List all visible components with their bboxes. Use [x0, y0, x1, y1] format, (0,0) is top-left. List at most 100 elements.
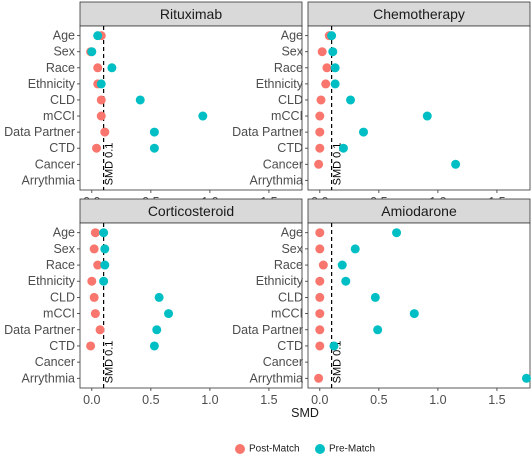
y-tick-label-arrythmia: Arrythmia: [250, 371, 304, 385]
y-tick-label-cancer: Cancer: [35, 355, 75, 369]
point-pre-match-race: [330, 63, 340, 73]
x-tick-label: 0.0: [311, 393, 328, 407]
y-tick-label-cancer: Cancer: [35, 157, 75, 171]
point-post-match-race: [93, 63, 103, 73]
y-tick-label-mcci: mCCI: [271, 307, 303, 321]
panel-corticosteroid: Corticosteroid Age Sex Race Ethnicity CLD mCCI…: [4, 198, 303, 407]
point-post-match-age: [90, 228, 100, 238]
panel-strip: [307, 198, 531, 224]
panel-strip: [79, 198, 303, 224]
point-post-match-data-partner: [315, 127, 325, 137]
y-tick-label-sex: Sex: [53, 242, 75, 256]
y-tick-label-mcci: mCCI: [271, 109, 303, 123]
point-post-match-data-partner: [95, 325, 105, 335]
reference-line-label: SMD 0.1: [332, 143, 344, 186]
legend-item-post-match: Post-Match: [235, 444, 300, 455]
y-tick-label-arrythmia: Arrythmia: [22, 173, 76, 187]
point-pre-match-mcci: [409, 309, 419, 319]
panel-title: Rituximab: [160, 6, 222, 22]
panel-strip: [307, 1, 531, 27]
panel-frame: [79, 222, 303, 389]
point-pre-match-cld: [135, 95, 145, 105]
point-pre-match-age: [392, 228, 402, 238]
y-tick-label-race: Race: [46, 258, 75, 272]
series-post-match: [86, 228, 105, 351]
y-tick-label-mcci: mCCI: [43, 307, 75, 321]
y-tick-label-ctd: CTD: [49, 339, 75, 353]
y-tick-label-sex: Sex: [281, 45, 303, 59]
point-post-match-mcci: [90, 309, 100, 319]
y-tick-label-ethnicity: Ethnicity: [28, 274, 76, 288]
y-tick-label-age: Age: [53, 29, 75, 43]
reference-line-label: SMD 0.1: [104, 341, 116, 384]
legend-label: Post-Match: [249, 444, 300, 455]
y-tick-label-age: Age: [53, 226, 75, 240]
panel-frame: [79, 25, 303, 191]
legend-item-pre-match: Pre-Match: [315, 444, 375, 455]
point-pre-match-ethnicity: [96, 79, 106, 89]
point-post-match-sex: [315, 244, 325, 254]
point-pre-match-cld: [370, 292, 380, 302]
x-axis-title: SMD: [291, 406, 319, 420]
point-pre-match-age: [93, 31, 103, 41]
series-post-match: [314, 228, 328, 383]
y-tick-label-data-partner: Data Partner: [232, 125, 303, 139]
point-post-match-mcci: [315, 111, 325, 121]
point-pre-match-cancer: [451, 159, 461, 169]
series-pre-match: [329, 228, 531, 383]
point-post-match-age: [315, 228, 325, 238]
panel-title: Corticosteroid: [148, 203, 234, 219]
y-tick-label-cld: CLD: [50, 290, 75, 304]
y-tick-label-ethnicity: Ethnicity: [256, 77, 304, 91]
reference-line-label: SMD 0.1: [332, 341, 344, 384]
x-tick-label: 0.5: [142, 393, 159, 407]
y-tick-label-cld: CLD: [50, 93, 75, 107]
panel-frame: [307, 25, 531, 191]
point-post-match-mcci: [96, 111, 106, 121]
x-tick-label: 1.0: [201, 393, 218, 407]
point-pre-match-ctd: [338, 143, 348, 153]
point-pre-match-race: [337, 260, 347, 270]
series-pre-match: [327, 31, 461, 169]
point-post-match-race: [322, 63, 332, 73]
y-tick-label-sex: Sex: [53, 45, 75, 59]
y-tick-label-cancer: Cancer: [263, 157, 303, 171]
y-tick-label-arrythmia: Arrythmia: [250, 173, 304, 187]
x-tick-label: 1.0: [429, 393, 446, 407]
point-post-match-cld: [89, 292, 99, 302]
point-pre-match-sex: [87, 47, 97, 57]
x-tick-label: 0.0: [83, 393, 100, 407]
legend-key: [235, 444, 245, 454]
point-pre-match-data-partner: [152, 325, 162, 335]
point-post-match-sex: [89, 244, 99, 254]
reference-line-label: SMD 0.1: [104, 143, 116, 186]
point-post-match-ctd: [315, 341, 325, 351]
point-pre-match-ethnicity: [99, 276, 109, 286]
point-post-match-race: [93, 260, 103, 270]
y-tick-label-ctd: CTD: [277, 339, 303, 353]
point-post-match-ethnicity: [321, 79, 331, 89]
point-pre-match-mcci: [164, 309, 174, 319]
point-pre-match-ethnicity: [341, 276, 351, 286]
point-post-match-cld: [316, 95, 326, 105]
y-tick-label-ethnicity: Ethnicity: [256, 274, 304, 288]
point-post-match-ctd: [92, 143, 102, 153]
y-tick-label-age: Age: [281, 226, 303, 240]
point-pre-match-sex: [328, 47, 338, 57]
panel-rituximab: Rituximab Age Sex Race Ethnicity CLD mCCI Data …: [4, 1, 303, 209]
y-tick-label-arrythmia: Arrythmia: [22, 371, 76, 385]
y-tick-label-cancer: Cancer: [263, 355, 303, 369]
legend-key: [315, 444, 325, 454]
point-pre-match-race: [107, 63, 117, 73]
point-post-match-cld: [315, 292, 325, 302]
point-post-match-data-partner: [100, 127, 110, 137]
point-pre-match-mcci: [198, 111, 208, 121]
point-pre-match-ctd: [149, 341, 159, 351]
panel-amiodarone: Amiodarone Age Sex Race Ethnicity CLD mCCI Data…: [232, 198, 531, 407]
legend-label: Pre-Match: [329, 444, 375, 455]
y-tick-label-ethnicity: Ethnicity: [28, 77, 76, 91]
y-tick-label-race: Race: [46, 61, 75, 75]
point-pre-match-sex: [100, 244, 110, 254]
point-pre-match-arrythmia: [521, 373, 531, 383]
